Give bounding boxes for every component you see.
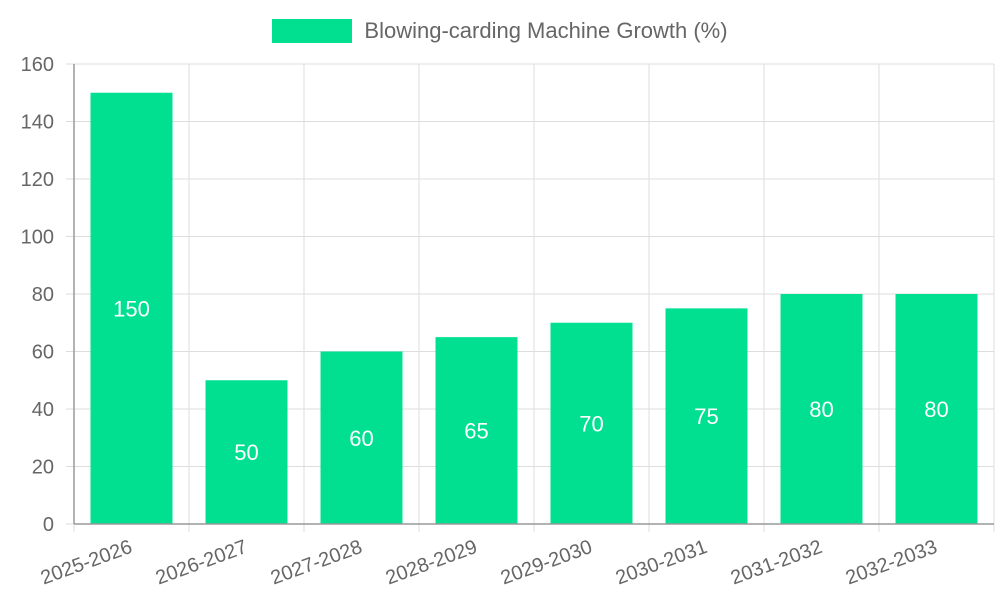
bar-value-label: 65 (464, 419, 488, 444)
y-tick-label: 40 (32, 399, 54, 421)
bar (550, 322, 633, 524)
bar (320, 351, 403, 524)
bar (90, 92, 173, 524)
bar (205, 380, 288, 524)
x-tick-label: 2025-2026 (38, 536, 135, 589)
y-tick-label: 160 (21, 54, 54, 76)
bar-value-label: 75 (694, 404, 718, 429)
y-tick-label: 120 (21, 169, 54, 191)
x-tick-label: 2030-2031 (613, 536, 710, 589)
y-tick-label: 100 (21, 227, 54, 249)
bar-value-label: 150 (113, 296, 150, 321)
bars (90, 92, 978, 524)
legend-swatch (272, 19, 353, 43)
bar (895, 294, 978, 524)
y-tick-label: 140 (21, 112, 54, 134)
x-tick-label: 2028-2029 (383, 536, 480, 589)
x-tick-label: 2026-2027 (153, 536, 250, 589)
bar-labels: 150 50 60 65 70 75 80 80 (113, 296, 949, 465)
bar-value-label: 70 (579, 411, 603, 436)
bar-value-label: 60 (349, 426, 373, 451)
bar-value-label: 80 (809, 397, 833, 422)
x-tick-label: 2027-2028 (268, 536, 365, 589)
x-axis-ticks: 2025-2026 2026-2027 2027-2028 2028-2029 2029… (38, 536, 940, 589)
bar (435, 337, 518, 524)
y-tick-label: 80 (32, 284, 54, 306)
y-tick-label: 60 (32, 342, 54, 364)
chart-legend[interactable]: Blowing-carding Machine Growth (%) (0, 18, 1000, 44)
y-tick-label: 20 (32, 457, 54, 479)
x-tick-label: 2031-2032 (728, 536, 825, 589)
y-tick-label: 0 (43, 514, 54, 536)
bar-value-label: 50 (234, 440, 258, 465)
bar-value-label: 80 (924, 397, 948, 422)
y-axis-ticks: 0 20 40 60 80 100 120 140 160 (21, 54, 54, 536)
bar (665, 308, 748, 524)
axes (73, 64, 994, 525)
bar (780, 294, 863, 524)
x-tick-label: 2032-2033 (843, 536, 940, 589)
x-tick-label: 2029-2030 (498, 536, 595, 589)
legend-label: Blowing-carding Machine Growth (%) (364, 18, 728, 43)
